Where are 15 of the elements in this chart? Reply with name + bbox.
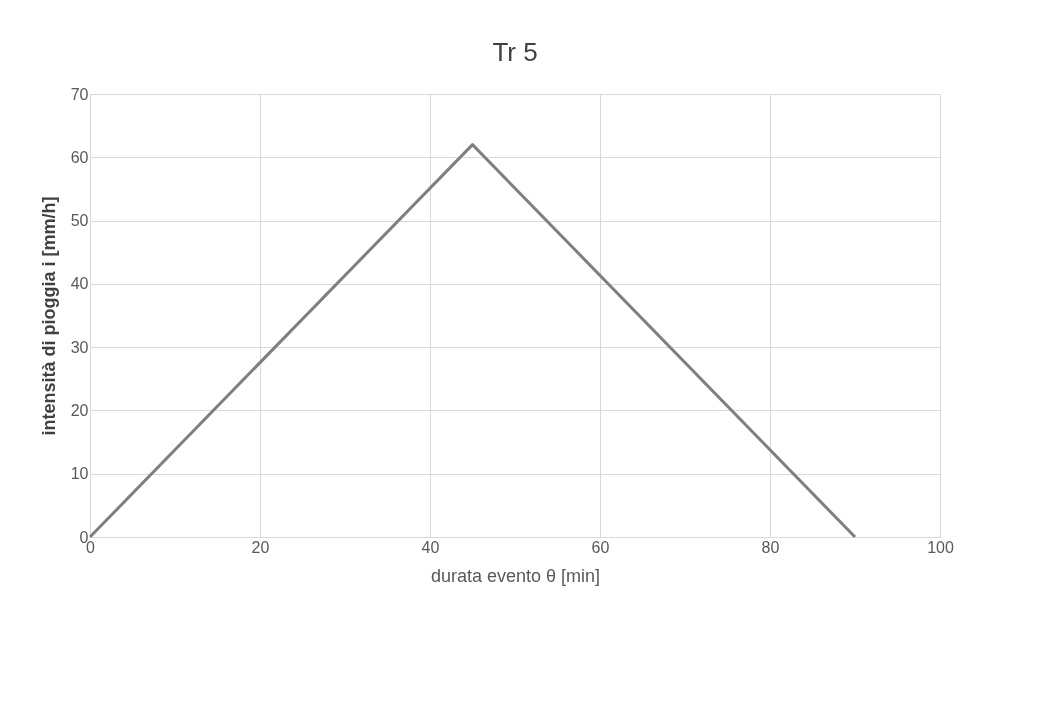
x-tick-label: 80 — [761, 538, 780, 556]
x-tick-label: 100 — [927, 538, 954, 556]
y-tick-label: 40 — [70, 275, 89, 293]
x-tick-label: 60 — [591, 538, 610, 556]
chart-title: Tr 5 — [492, 37, 538, 67]
y-tick-label: 20 — [70, 401, 89, 419]
y-tick-label: 30 — [70, 338, 89, 356]
y-axis-title: intensità di pioggia i [mm/h] — [38, 196, 59, 436]
y-tick-label: 50 — [70, 212, 89, 230]
y-tick-label: 60 — [70, 148, 89, 166]
y-tick-label: 10 — [70, 465, 89, 483]
y-tick-label: 70 — [70, 85, 89, 103]
x-axis-title: durata evento θ [min] — [430, 565, 601, 586]
x-tick-label: 40 — [421, 538, 440, 556]
x-tick-label: 20 — [251, 538, 270, 556]
